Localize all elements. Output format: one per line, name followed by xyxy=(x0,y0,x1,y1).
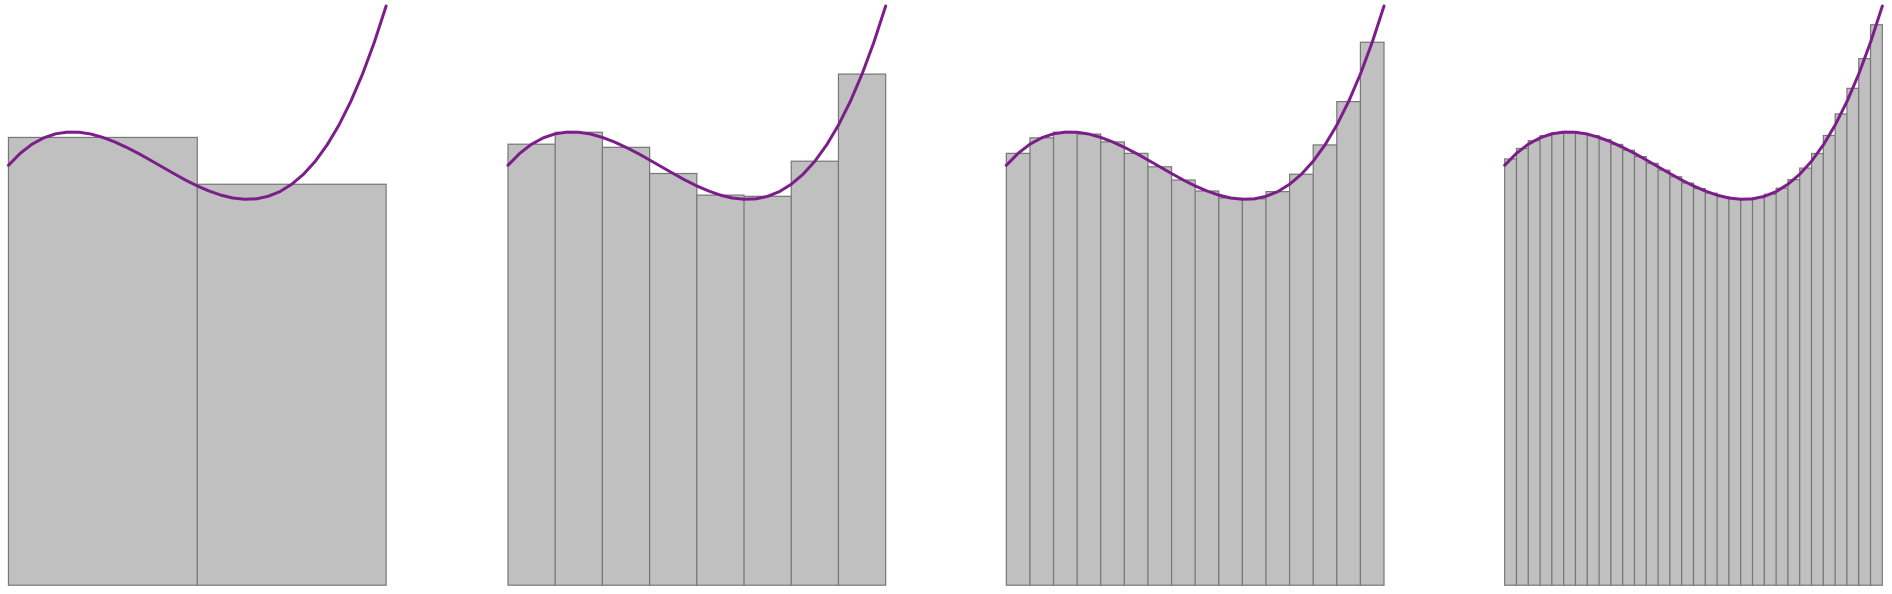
riemann-bar xyxy=(696,194,745,586)
riemann-bar xyxy=(7,136,198,586)
riemann-bar xyxy=(1586,135,1600,586)
riemann-bar xyxy=(1052,131,1078,586)
riemann-bar xyxy=(1704,192,1718,586)
riemann-bar xyxy=(1147,166,1173,586)
riemann-bar xyxy=(1775,187,1789,586)
riemann-bar xyxy=(1681,182,1695,586)
riemann-bar xyxy=(1551,132,1565,586)
riemann-bar xyxy=(1504,158,1518,586)
riemann-bar xyxy=(1241,198,1267,586)
riemann-bar xyxy=(507,143,556,586)
riemann-bar xyxy=(1787,179,1801,586)
riemann-bar xyxy=(790,160,840,586)
riemann-bar xyxy=(1265,191,1291,586)
riemann-bar xyxy=(1799,167,1813,586)
riemann-bar xyxy=(1539,135,1553,586)
riemann-bar xyxy=(1633,156,1647,586)
riemann-bar xyxy=(1645,162,1659,586)
riemann-bar xyxy=(743,195,792,586)
riemann-bar xyxy=(554,131,604,586)
riemann-bar xyxy=(1563,131,1577,586)
riemann-bar xyxy=(837,73,887,586)
riemann-bar xyxy=(1194,190,1220,586)
riemann-bar xyxy=(1810,152,1824,586)
riemann-bar xyxy=(649,172,698,586)
riemann-bar xyxy=(1858,58,1872,586)
riemann-bar xyxy=(1076,133,1102,586)
riemann-bar xyxy=(1029,137,1055,586)
riemann-bar xyxy=(1288,173,1314,586)
curve xyxy=(506,4,888,201)
riemann-bar xyxy=(1123,152,1149,586)
riemann-bar xyxy=(1515,147,1529,586)
riemann-bar xyxy=(1527,140,1541,586)
riemann-bar xyxy=(1622,149,1636,586)
riemann-bar xyxy=(1359,41,1385,586)
riemann-bar xyxy=(1692,187,1706,586)
riemann-bar xyxy=(1740,198,1754,586)
curve xyxy=(6,4,388,201)
riemann-bar xyxy=(1574,132,1588,586)
riemann-bar xyxy=(1598,138,1612,586)
riemann-bar xyxy=(1716,196,1730,586)
riemann-bar xyxy=(1751,197,1765,586)
riemann-bar xyxy=(1846,87,1860,586)
riemann-bar xyxy=(1170,179,1196,586)
riemann-bar xyxy=(1669,176,1683,586)
riemann-bar xyxy=(1312,144,1338,586)
riemann-bar xyxy=(1728,198,1742,586)
riemann-bar xyxy=(1005,152,1031,586)
riemann-bar xyxy=(1869,24,1883,586)
riemann-bar xyxy=(1100,141,1125,586)
riemann-bar xyxy=(1657,169,1671,586)
curve xyxy=(1004,4,1386,201)
riemann-bar xyxy=(1336,100,1362,586)
riemann-bar xyxy=(1763,193,1777,586)
riemann-bar xyxy=(601,146,651,586)
riemann-bar xyxy=(1822,134,1836,586)
riemann-bar xyxy=(196,183,387,586)
riemann-bar xyxy=(1610,143,1624,586)
curve xyxy=(1503,4,1884,201)
riemann-bar xyxy=(1218,197,1243,586)
riemann-bar xyxy=(1834,113,1848,586)
